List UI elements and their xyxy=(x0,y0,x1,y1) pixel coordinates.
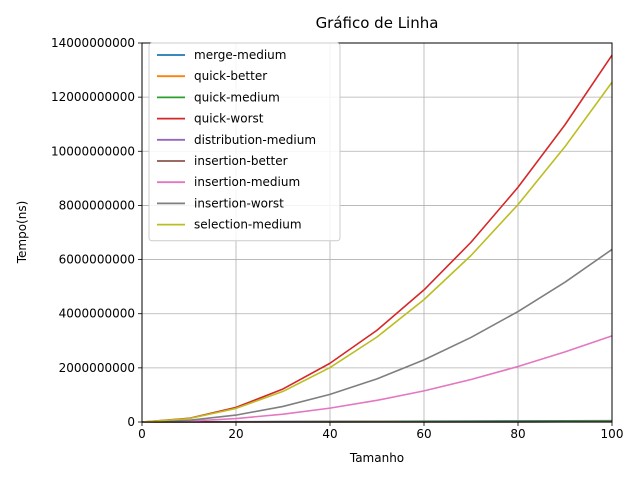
legend-label: quick-worst xyxy=(194,112,264,126)
y-tick-label: 2000000000 xyxy=(59,361,135,375)
series-line-selection-medium xyxy=(141,81,613,423)
x-tick-label: 20 xyxy=(228,427,243,441)
y-tick-label: 14000000000 xyxy=(51,36,135,50)
legend-label: insertion-medium xyxy=(194,175,300,189)
legend-label: distribution-medium xyxy=(194,133,316,147)
legend-label: insertion-better xyxy=(194,154,288,168)
y-tick-label: 4000000000 xyxy=(59,307,135,321)
legend-label: merge-medium xyxy=(194,48,286,62)
x-tick-label: 40 xyxy=(322,427,337,441)
x-tick-label: 80 xyxy=(510,427,525,441)
y-tick-label: 12000000000 xyxy=(51,90,135,104)
x-axis-label: Tamanho xyxy=(349,451,404,465)
y-tick-label: 8000000000 xyxy=(59,198,135,212)
x-tick-label: 60 xyxy=(416,427,431,441)
x-axis-ticks: 0 20 40 60 80 100 xyxy=(138,422,623,441)
legend: merge-medium quick-better quick-medium quic… xyxy=(148,42,341,242)
plot-frame xyxy=(141,42,613,423)
legend-label: quick-better xyxy=(194,69,267,83)
legend-box xyxy=(148,42,341,242)
legend-label: quick-medium xyxy=(194,90,280,104)
x-tick-label: 0 xyxy=(138,427,146,441)
y-tick-label: 0 xyxy=(127,415,135,429)
legend-label: selection-medium xyxy=(194,218,302,232)
y-tick-label: 10000000000 xyxy=(51,144,135,158)
y-axis-ticks: 0 2000000000 4000000000 6000000000 800000000… xyxy=(51,36,142,429)
y-tick-label: 6000000000 xyxy=(59,253,135,267)
y-axis-label: Tempo(ns) xyxy=(15,201,29,265)
x-tick-label: 100 xyxy=(601,427,624,441)
legend-label: insertion-worst xyxy=(194,196,284,210)
chart-title: Gráfico de Linha xyxy=(316,14,439,32)
series-line-insertion-worst xyxy=(141,248,613,423)
series-line-insertion-medium xyxy=(141,335,613,423)
